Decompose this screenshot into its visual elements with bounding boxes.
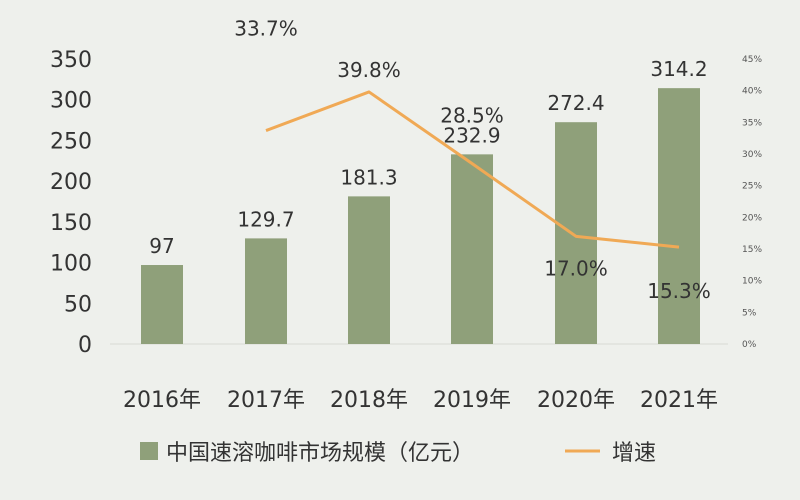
y-left-tick-label: 0: [78, 333, 92, 358]
category-label: 2018年: [330, 388, 408, 413]
left-axis-ticks: 0 50 100 150 200 250 300 350: [50, 48, 92, 358]
category-label: 2021年: [640, 388, 718, 413]
y-left-tick-label: 350: [50, 48, 92, 73]
y-right-tick-label: 10%: [742, 277, 762, 287]
y-right-tick-label: 20%: [742, 213, 762, 223]
growth-value-labels: 33.7% 39.8% 28.5% 17.0% 15.3%: [234, 17, 711, 304]
category-label: 2019年: [433, 388, 511, 413]
bar: [555, 122, 597, 344]
y-left-tick-label: 250: [50, 129, 92, 154]
y-right-tick-label: 40%: [742, 87, 762, 97]
category-label: 2020年: [537, 388, 615, 413]
y-right-tick-label: 25%: [742, 182, 762, 192]
category-labels: 2016年 2017年 2018年 2019年 2020年 2021年: [123, 388, 718, 413]
category-label: 2016年: [123, 388, 201, 413]
y-left-tick-label: 150: [50, 211, 92, 236]
bar: [141, 265, 183, 344]
right-axis-ticks: 0% 5% 10% 15% 20% 25% 30% 35% 40% 45%: [742, 55, 762, 350]
y-right-tick-label: 30%: [742, 150, 762, 160]
growth-line-path: [265, 90, 680, 249]
category-label: 2017年: [227, 388, 305, 413]
bar-value-label: 232.9: [443, 123, 500, 147]
y-left-tick-label: 50: [64, 292, 92, 317]
bar-value-label: 314.2: [650, 57, 707, 81]
legend-bar-swatch: [140, 442, 158, 460]
bar-value-labels: 97 129.7 181.3 232.9 272.4 314.2: [149, 57, 707, 258]
bar: [658, 88, 700, 344]
y-right-tick-label: 15%: [742, 245, 762, 255]
growth-value-label: 15.3%: [647, 279, 711, 303]
legend: 中国速溶咖啡市场规模（亿元） 增速: [140, 441, 656, 466]
y-left-tick-label: 300: [50, 89, 92, 114]
bar-value-label: 129.7: [237, 207, 294, 231]
y-right-tick-label: 45%: [742, 55, 762, 65]
y-left-tick-label: 200: [50, 170, 92, 195]
bars: [141, 88, 700, 344]
growth-value-label: 33.7%: [234, 17, 298, 41]
legend-line-label: 增速: [612, 441, 656, 466]
bar-value-label: 272.4: [547, 91, 604, 115]
y-right-tick-label: 0%: [742, 340, 757, 350]
growth-value-label: 28.5%: [440, 104, 504, 128]
bar-value-label: 181.3: [340, 165, 397, 189]
growth-value-label: 17.0%: [544, 256, 608, 280]
bar: [451, 154, 493, 344]
y-left-tick-label: 100: [50, 252, 92, 277]
y-right-tick-label: 5%: [742, 308, 757, 318]
bar: [245, 238, 287, 344]
bar-value-label: 97: [149, 234, 174, 258]
bar: [348, 196, 390, 344]
growth-value-label: 39.8%: [337, 58, 401, 82]
y-right-tick-label: 35%: [742, 118, 762, 128]
growth-line: [265, 90, 680, 249]
legend-bar-label: 中国速溶咖啡市场规模（亿元）: [166, 441, 474, 466]
